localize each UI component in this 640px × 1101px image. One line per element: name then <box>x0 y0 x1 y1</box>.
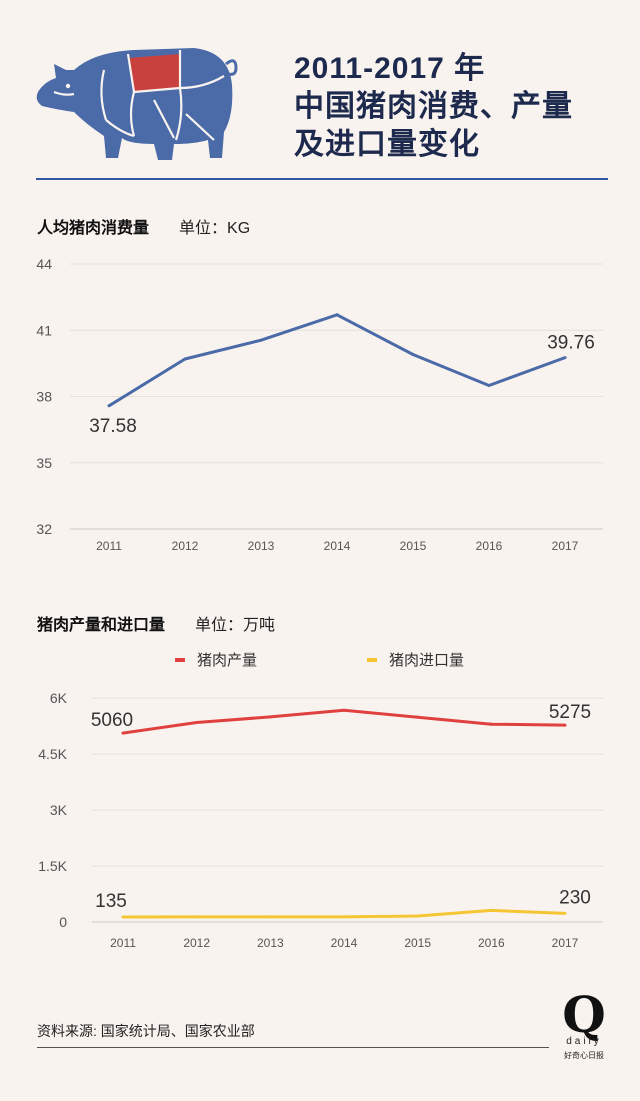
series-line <box>122 708 566 735</box>
section1-unit: 单位：KG <box>179 220 251 237</box>
source-note: 资料来源: 国家统计局、国家农业部 <box>37 1023 255 1039</box>
data-point <box>487 383 491 387</box>
data-label: 37.58 <box>89 416 137 437</box>
y-tick-label: 44 <box>36 256 52 272</box>
x-tick-label: 2013 <box>248 539 275 553</box>
section2-title: 猪肉产量和进口量 <box>37 617 166 634</box>
x-tick-label: 2011 <box>110 936 136 950</box>
data-point <box>195 915 199 919</box>
page-title: 2011-2017 年 中国猪肉消费、产量 及进口量变化 <box>294 50 614 164</box>
y-tick-label: 35 <box>36 455 52 471</box>
data-label: 135 <box>95 891 127 912</box>
section2-heading: 猪肉产量和进口量 单位：万吨 <box>37 611 275 635</box>
legend-label: 猪肉进口量 <box>389 652 464 669</box>
x-tick-label: 2015 <box>404 936 431 950</box>
pig-body <box>36 48 233 160</box>
data-point <box>563 356 567 360</box>
data-label: 39.76 <box>547 333 595 354</box>
data-point <box>416 715 420 719</box>
consumption-chart: 32 35 38 41 44 2011 2012 2013 2014 2015 2016 2017 37… <box>36 256 603 553</box>
x-tick-label: 2012 <box>172 539 199 553</box>
x-tick-label: 2015 <box>400 539 427 553</box>
data-point <box>342 915 346 919</box>
logo-chinese: 好奇心日报 <box>564 1051 604 1060</box>
data-label: 5275 <box>549 702 591 723</box>
title-line-2: 中国猪肉消费、产量 <box>294 90 573 123</box>
data-point <box>121 731 125 735</box>
data-point <box>342 708 346 712</box>
y-tick-label: 0 <box>59 914 67 930</box>
data-point <box>411 353 415 357</box>
y-tick-label: 38 <box>36 389 52 405</box>
title-line-1: 2011-2017 年 <box>294 52 486 85</box>
header-divider <box>36 178 608 180</box>
data-point <box>563 911 567 915</box>
y-tick-label: 3K <box>50 802 68 818</box>
section1-title: 人均猪肉消费量 <box>37 220 150 237</box>
x-tick-label: 2014 <box>331 936 358 950</box>
data-point <box>489 722 493 726</box>
data-point <box>335 313 339 317</box>
y-tick-label: 41 <box>36 322 52 338</box>
section2-unit: 单位：万吨 <box>195 617 276 634</box>
section1-heading: 人均猪肉消费量 单位：KG <box>37 214 250 238</box>
x-tick-label: 2013 <box>257 936 284 950</box>
y-tick-label: 4.5K <box>38 746 67 762</box>
x-tick-label: 2016 <box>478 936 505 950</box>
data-point <box>268 715 272 719</box>
series-line <box>108 313 566 408</box>
pig-tail <box>225 59 238 76</box>
data-point <box>195 721 199 725</box>
y-tick-label: 6K <box>50 690 68 706</box>
x-tick-label: 2011 <box>96 539 122 553</box>
logo-mark: Q <box>562 985 606 1044</box>
header: 2011-2017 年 中国猪肉消费、产量 及进口量变化 <box>0 0 640 180</box>
data-point <box>121 915 125 919</box>
data-point <box>268 915 272 919</box>
pig-highlight-cut <box>128 54 180 92</box>
qdaily-logo: Q daily 好奇心日报 <box>560 990 608 1070</box>
data-point <box>563 723 567 727</box>
pig-illustration <box>36 48 238 160</box>
production-import-chart: 猪肉产量 猪肉进口量 0 1.5K 3K 4.5K 6K 2011 2012 2013 2014 20… <box>38 652 603 950</box>
title-line-3: 及进口量变化 <box>294 128 480 161</box>
legend-label: 猪肉产量 <box>197 652 257 669</box>
footer-divider <box>37 1047 549 1048</box>
logo-word: daily <box>566 1036 602 1047</box>
data-point <box>259 338 263 342</box>
data-point <box>183 357 187 361</box>
data-point <box>107 404 111 408</box>
data-label: 230 <box>559 887 591 908</box>
data-label: 5060 <box>91 710 133 731</box>
x-tick-label: 2012 <box>183 936 210 950</box>
y-tick-label: 1.5K <box>38 858 67 874</box>
x-tick-label: 2014 <box>324 539 351 553</box>
data-point <box>489 908 493 912</box>
x-tick-label: 2017 <box>552 539 579 553</box>
x-tick-label: 2016 <box>476 539 503 553</box>
x-tick-label: 2017 <box>552 936 579 950</box>
y-tick-label: 32 <box>36 521 52 537</box>
data-point <box>416 914 420 918</box>
